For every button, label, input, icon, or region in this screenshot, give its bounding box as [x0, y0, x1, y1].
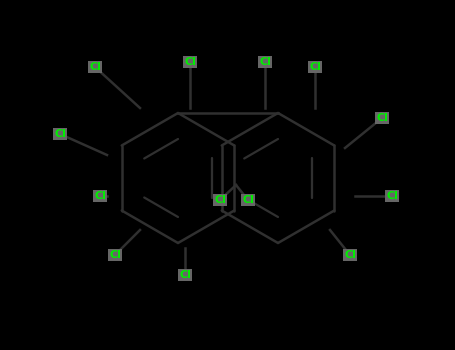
Text: Cl: Cl: [344, 250, 356, 260]
Text: Cl: Cl: [386, 191, 398, 201]
Text: Cl: Cl: [214, 195, 226, 205]
Text: Cl: Cl: [109, 250, 121, 260]
Text: Cl: Cl: [376, 113, 388, 123]
Text: Cl: Cl: [54, 129, 66, 139]
Text: Cl: Cl: [184, 57, 196, 67]
Text: Cl: Cl: [259, 57, 271, 67]
Text: Cl: Cl: [89, 62, 101, 72]
Text: Cl: Cl: [309, 62, 321, 72]
Text: Cl: Cl: [179, 270, 191, 280]
Text: Cl: Cl: [94, 191, 106, 201]
Text: Cl: Cl: [242, 195, 254, 205]
